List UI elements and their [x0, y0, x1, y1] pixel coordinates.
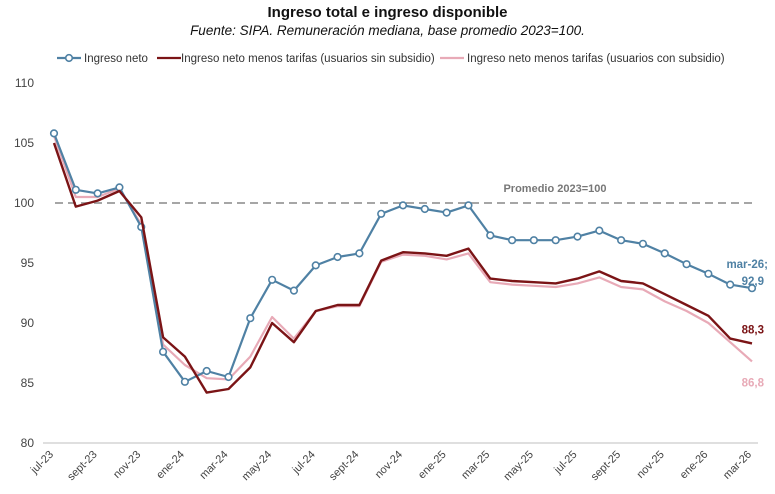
series-point-0	[224, 372, 233, 382]
series-point-0	[507, 236, 517, 245]
series-point-0	[71, 185, 80, 194]
series-point-0	[355, 249, 364, 258]
legend-marker-0	[64, 53, 74, 63]
legend-label-2: Ingreso neto menos tarifas (usuarios con…	[467, 53, 725, 65]
x-tick-label: may-25	[502, 449, 536, 483]
x-tick-label: jul-25	[551, 449, 579, 477]
series-point-0	[442, 208, 451, 217]
chart-subtitle: Fuente: SIPA. Remuneración mediana, base…	[190, 23, 585, 38]
series-point-0	[398, 201, 408, 210]
series-point-0	[486, 231, 495, 240]
series-point-0	[464, 201, 473, 210]
x-tick-label: sept-24	[327, 449, 361, 483]
series-point-0	[49, 129, 59, 138]
series-point-0	[333, 252, 342, 262]
series-point-0	[638, 239, 648, 248]
end-label-con-subsidio: 86,8	[742, 377, 765, 389]
reference-line-label: Promedio 2023=100	[503, 183, 606, 195]
y-tick-label: 105	[14, 136, 34, 150]
x-tick-label: ene-26	[678, 449, 711, 482]
legend-label-0: Ingreso neto	[84, 53, 148, 65]
x-tick-label: sept-25	[589, 449, 623, 483]
series-point-0	[660, 249, 669, 258]
series-point-0	[202, 366, 211, 376]
series-point-0	[311, 261, 320, 270]
series-point-0	[420, 204, 429, 214]
x-tick-label: sept-23	[65, 449, 99, 483]
y-tick-label: 100	[14, 196, 34, 210]
y-tick-label: 110	[15, 76, 34, 90]
end-label-ingreso-neto-value: 92,9	[742, 276, 764, 288]
x-tick-label: may-24	[240, 449, 274, 483]
chart-title: Ingreso total e ingreso disponible	[267, 4, 508, 21]
x-tick-label: ene-25	[416, 449, 449, 482]
series-point-0	[551, 236, 560, 245]
x-tick-label: nov-25	[635, 449, 667, 481]
legend-label-1: Ingreso neto menos tarifas (usuarios sin…	[181, 53, 435, 65]
x-tick-label: jul-23	[28, 449, 56, 477]
series-point-0	[268, 275, 277, 284]
series-point-0	[377, 209, 386, 218]
series-point-0	[246, 314, 255, 323]
x-tick-label: nov-24	[373, 449, 405, 481]
series-point-0	[529, 236, 538, 245]
series-point-0	[115, 183, 124, 192]
x-tick-label: mar-26	[721, 449, 754, 482]
y-tick-label: 90	[21, 316, 35, 330]
series-point-0	[726, 280, 735, 289]
x-tick-label: mar-24	[197, 449, 230, 482]
series-point-0	[180, 377, 189, 386]
series-line-0	[52, 133, 753, 383]
y-tick-label: 95	[21, 256, 35, 270]
x-tick-label: nov-23	[111, 449, 143, 481]
series-line-1	[52, 142, 753, 394]
x-tick-label: jul-24	[290, 449, 318, 477]
series-point-0	[595, 226, 604, 235]
series-point-0	[617, 236, 626, 245]
series-point-0	[747, 284, 757, 293]
series-point-0	[93, 189, 102, 198]
series-line-2	[52, 135, 753, 381]
series-point-0	[704, 269, 713, 278]
end-label-ingreso-neto: mar-26;	[726, 259, 768, 271]
end-label-sin-subsidio: 88,3	[742, 324, 764, 336]
series-point-0	[158, 347, 168, 356]
x-tick-label: mar-25	[459, 449, 492, 482]
y-tick-label: 80	[21, 436, 35, 450]
x-tick-label: ene-24	[154, 449, 187, 482]
series-point-0	[573, 232, 582, 241]
y-tick-label: 85	[21, 376, 35, 390]
series-point-0	[289, 286, 299, 295]
series-point-0	[682, 260, 691, 269]
